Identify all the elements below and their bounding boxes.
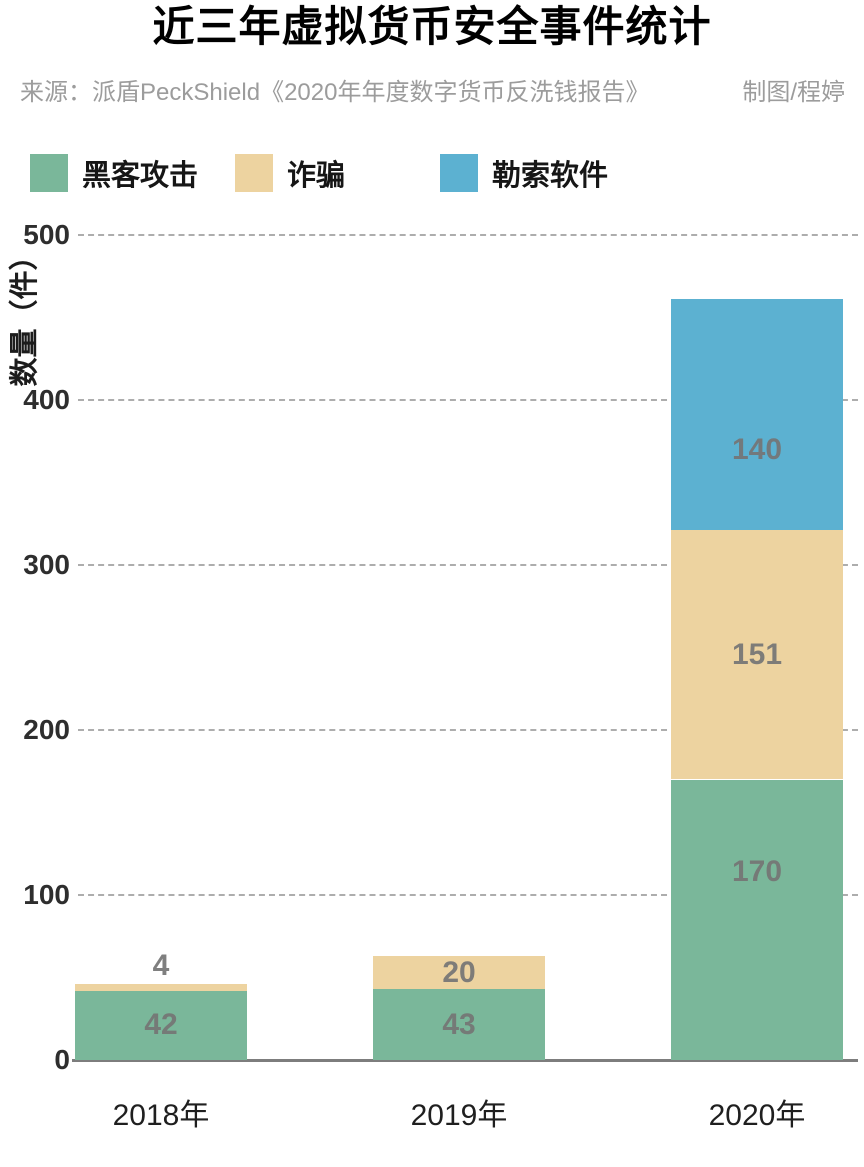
x-tick-label: 2020年 xyxy=(708,1099,806,1132)
legend-swatch-icon xyxy=(440,154,478,192)
y-tick-label: 300 xyxy=(23,549,70,580)
legend-label: 黑客攻击 xyxy=(82,160,199,192)
bar-segment xyxy=(75,984,247,991)
value-label: 20 xyxy=(442,955,476,989)
source-text: 来源：派盾PeckShield《2020年年度数字货币反洗钱报告》 xyxy=(20,79,650,106)
gridline xyxy=(78,399,858,401)
page-title: 近三年虚拟货币安全事件统计 xyxy=(152,3,712,50)
value-label: 151 xyxy=(731,637,783,671)
legend-label: 勒索软件 xyxy=(492,160,609,192)
gridline xyxy=(78,729,858,731)
bar-segment xyxy=(373,956,545,990)
value-label: 140 xyxy=(731,432,783,466)
value-label: 43 xyxy=(442,1007,476,1041)
y-tick-label: 200 xyxy=(23,714,70,745)
y-tick-label: 500 xyxy=(23,219,70,250)
credit-text: 制图/程婷 xyxy=(742,79,845,106)
legend-item: 黑客攻击 xyxy=(30,152,198,194)
y-tick-label: 0 xyxy=(54,1044,70,1075)
gridline xyxy=(78,234,858,236)
gridline xyxy=(78,894,858,896)
x-tick-label: 2019年 xyxy=(410,1099,508,1132)
bar-segment xyxy=(671,299,843,531)
x-axis-line xyxy=(72,1059,858,1062)
x-tick-label: 2018年 xyxy=(112,1099,210,1132)
legend-label: 诈骗 xyxy=(287,160,346,192)
legend-swatch-icon xyxy=(30,154,68,192)
y-axis-title: 数量（件） xyxy=(9,241,41,387)
legend-item: 诈骗 xyxy=(235,152,345,194)
legend-swatch-icon xyxy=(235,154,273,192)
y-tick-label: 400 xyxy=(23,384,70,415)
value-label: 170 xyxy=(731,855,783,889)
gridline xyxy=(78,564,858,566)
source-row: 来源：派盾PeckShield《2020年年度数字货币反洗钱报告》 制图/程婷 xyxy=(20,72,845,107)
legend: 黑客攻击 诈骗 勒索软件 xyxy=(0,152,864,196)
y-tick-label: 100 xyxy=(23,879,70,910)
bar-segment xyxy=(671,779,843,1060)
bar-segment xyxy=(373,989,545,1060)
bar-segment xyxy=(75,990,247,1060)
bar-segment xyxy=(671,530,843,780)
legend-item: 勒索软件 xyxy=(440,152,608,194)
value-label: 4 xyxy=(152,949,170,983)
value-label: 42 xyxy=(144,1008,178,1042)
